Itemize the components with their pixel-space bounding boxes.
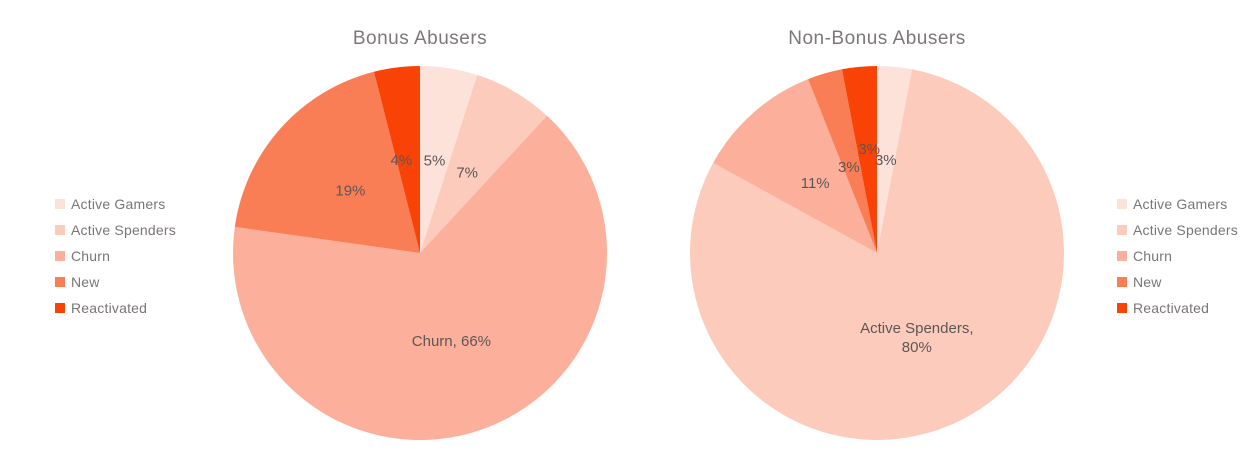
legend-swatch — [55, 277, 65, 287]
legend-label: Active Gamers — [71, 196, 166, 212]
slice-label-active-spenders: 7% — [456, 164, 478, 181]
pie-slice-active-spenders — [689, 69, 1064, 440]
legend-swatch — [1117, 251, 1127, 261]
legend: Active Gamers Active Spenders Churn New Reac… — [55, 191, 176, 321]
legend-item-active-spenders: Active Spenders — [1117, 217, 1238, 243]
pie-slice-reactivated — [841, 66, 877, 253]
legend-swatch — [1117, 225, 1127, 235]
legend-swatch — [55, 251, 65, 261]
legend-item-new: New — [55, 269, 176, 295]
slice-label-churn: Churn, 66% — [412, 333, 491, 350]
legend-item-active-spenders: Active Spenders — [55, 217, 176, 243]
legend-label: New — [1133, 274, 1162, 290]
legend-swatch — [55, 225, 65, 235]
legend-label: Churn — [1133, 248, 1173, 264]
pie-chart: 3%Active Spenders, 80%11%3%3% — [689, 66, 1064, 440]
chart-title: Bonus Abusers — [352, 28, 488, 49]
slice-label-new: 19% — [335, 183, 365, 200]
pie-slice-reactivated — [373, 66, 420, 253]
pie-slice-active-gamers — [420, 66, 478, 253]
pie-slice-new — [808, 69, 877, 253]
legend-swatch — [55, 199, 65, 209]
slice-label-reactivated: 3% — [858, 141, 880, 158]
slice-label-active-gamers: 5% — [424, 153, 446, 170]
chart-title: Non-Bonus Abusers — [788, 28, 966, 49]
pie-slice-churn — [233, 115, 608, 440]
legend: Active Gamers Active Spenders Churn New Reac… — [1117, 191, 1238, 321]
legend-item-active-gamers: Active Gamers — [1117, 191, 1238, 217]
legend-label: Churn — [71, 248, 111, 264]
pie-chart: 5% 7% Churn, 66% 19% 4% — [233, 66, 608, 440]
legend-label: Active Spenders — [1133, 222, 1238, 238]
legend-item-reactivated: Reactivated — [1117, 295, 1238, 321]
legend-label: Reactivated — [1133, 300, 1210, 316]
legend-swatch — [1117, 277, 1127, 287]
legend-item-reactivated: Reactivated — [55, 295, 176, 321]
pie-slice-active-gamers — [877, 66, 913, 253]
legend-swatch — [55, 303, 65, 313]
slice-label-reactivated: 4% — [391, 152, 413, 169]
slice-label-new: 3% — [838, 159, 860, 176]
pie-slice-active-spenders — [420, 74, 547, 253]
legend-item-churn: Churn — [55, 243, 176, 269]
legend-label: Active Gamers — [1133, 196, 1228, 212]
pie-slice-new — [234, 71, 420, 253]
slice-label-churn: 11% — [801, 175, 830, 192]
legend-item-churn: Churn — [1117, 243, 1238, 269]
legend-label: New — [71, 274, 100, 290]
legend-label: Active Spenders — [71, 222, 176, 238]
legend-item-active-gamers: Active Gamers — [55, 191, 176, 217]
pie-slice-churn — [713, 79, 877, 253]
legend-swatch — [1117, 303, 1127, 313]
legend-label: Reactivated — [71, 300, 148, 316]
slice-label-active-spenders: Active Spenders, 80% — [860, 320, 973, 356]
legend-item-new: New — [1117, 269, 1238, 295]
legend-swatch — [1117, 199, 1127, 209]
slice-label-active-gamers: 3% — [875, 152, 897, 169]
